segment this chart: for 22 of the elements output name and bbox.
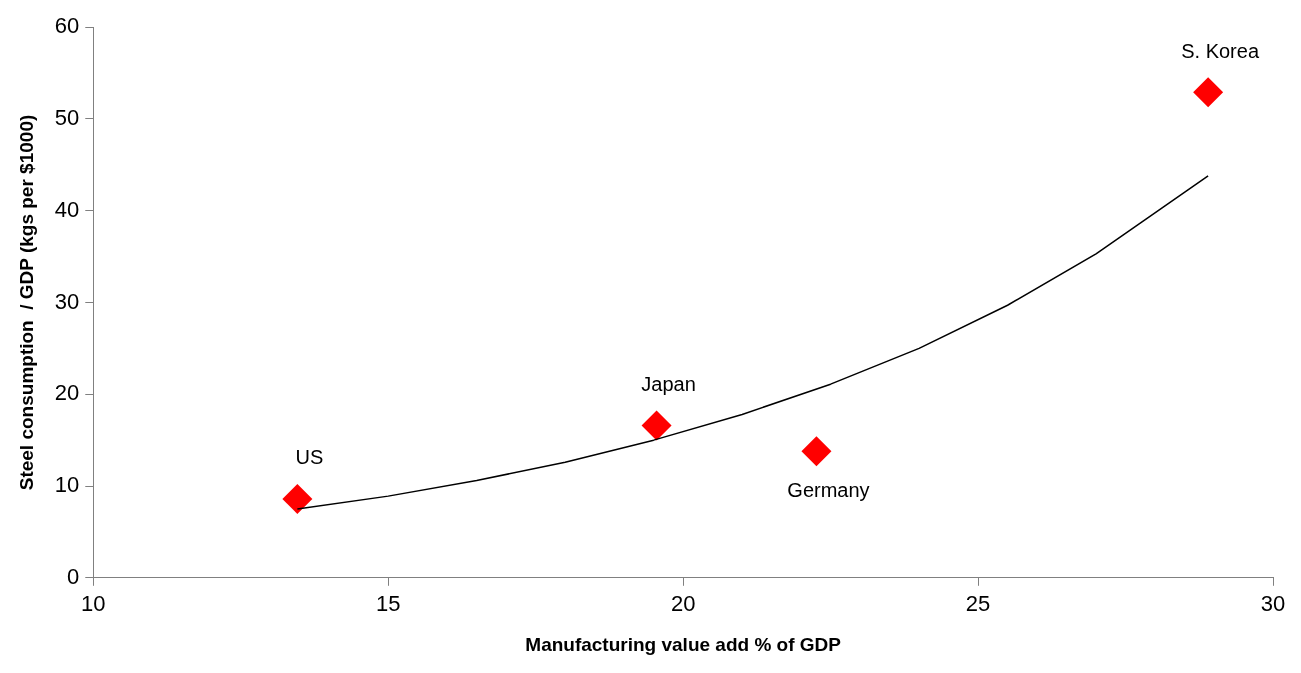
x-tick-label: 30: [1260, 591, 1286, 617]
annotation: Japan: [641, 372, 696, 395]
point: [801, 436, 832, 467]
y-axis-title: Steel consumption / GDP (kgs per $1000): [15, 114, 37, 491]
point: [641, 410, 672, 441]
point: [1193, 77, 1224, 108]
y-tick-label: 50: [54, 105, 80, 131]
y-tick-label: 30: [54, 288, 80, 314]
y-tick-label: 10: [54, 472, 80, 498]
annotation: S. Korea: [1181, 39, 1260, 62]
x-tick-label: 10: [81, 591, 106, 617]
y-tick-label: 0: [67, 563, 80, 589]
x-tick-label: 25: [965, 591, 991, 617]
annotation: Germany: [787, 478, 870, 501]
y-tick-label: 20: [54, 380, 80, 406]
y-tick-label: 60: [54, 13, 80, 39]
x-tick-label: 15: [375, 591, 401, 617]
point: [282, 483, 313, 514]
annotation: US: [295, 446, 324, 469]
x-axis-title: Manufacturing value add % of GDP: [525, 633, 842, 655]
x-tick-label: 20: [670, 591, 696, 617]
y-tick-label: 40: [54, 196, 80, 222]
